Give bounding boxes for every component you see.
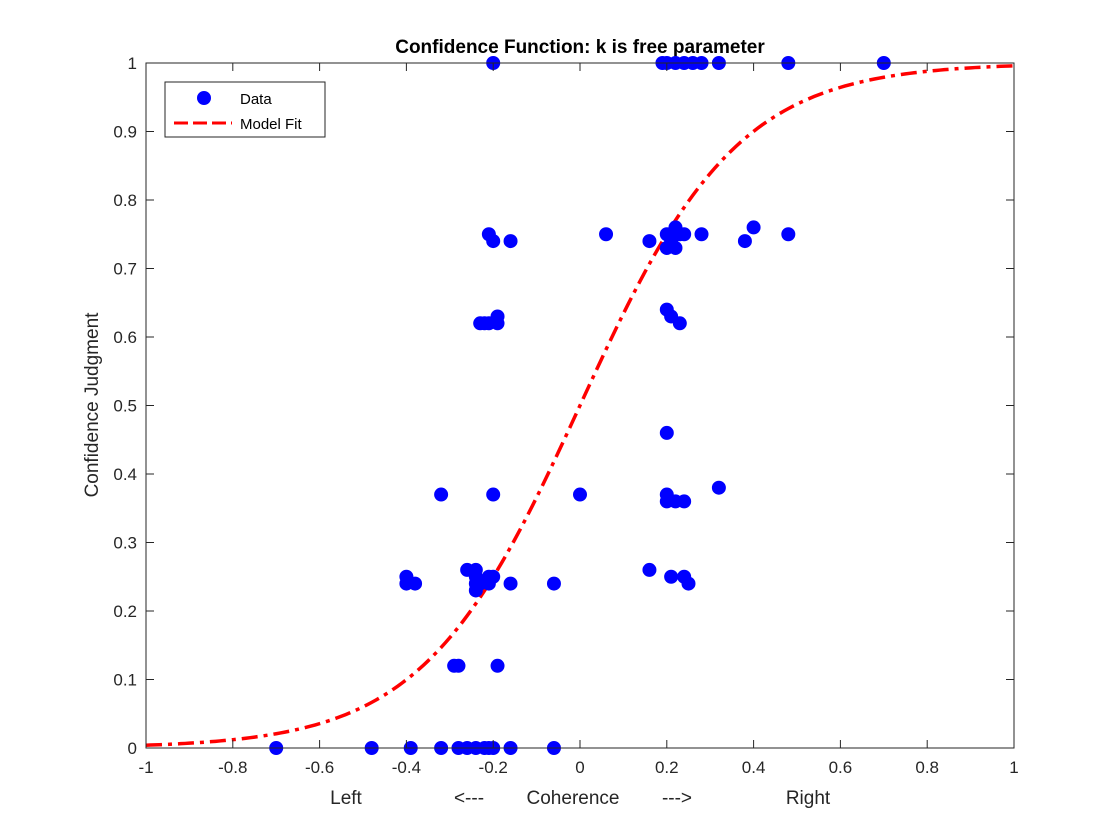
y-tick-label: 0.4 [113,465,137,484]
data-point [486,569,501,584]
y-tick-label: 0.6 [113,328,137,347]
data-point [694,227,709,242]
model-fit-line [145,64,1015,747]
y-tick-label: 0.9 [113,123,137,142]
x-tick-label: -0.4 [392,758,421,777]
legend-data-label: Data [240,91,272,108]
data-point [681,576,696,591]
x-tick-label: -0.6 [305,758,334,777]
model-fit-layer [145,64,1015,747]
y-tick-label: 0.8 [113,191,137,210]
data-point [486,487,501,502]
legend: Data Model Fit [164,81,326,138]
data-point [677,494,692,509]
legend-data-marker [197,91,211,105]
x-label-right-arrow: ---> [662,788,692,809]
x-tick-label: 0 [575,758,584,777]
data-point [642,234,657,249]
data-point [746,220,761,235]
data-point [659,425,674,440]
x-label-right: Right [786,788,831,809]
y-tick-label: 0.3 [113,534,137,553]
x-tick-label: 0.6 [829,758,853,777]
data-point [599,227,614,242]
data-point [546,576,561,591]
data-point [711,480,726,495]
x-ticks: -1 -0.8 -0.6 -0.4 -0.2 0 0.2 0.4 0.6 0.8 1 [138,63,1019,777]
y-tick-label: 0.7 [113,260,137,279]
x-tick-label: -0.2 [479,758,508,777]
x-tick-label: -1 [138,758,153,777]
y-tick-label: 0.1 [113,671,137,690]
data-point [503,234,518,249]
y-tick-label: 0.2 [113,602,137,621]
data-point [672,316,687,331]
data-point [486,234,501,249]
data-point [737,234,752,249]
y-axis-label: Confidence Judgment [82,312,103,498]
data-point [664,234,679,249]
y-tick-label: 1 [128,54,137,73]
y-ticks: 0 0.1 0.2 0.3 0.4 0.5 0.6 0.7 0.8 0.9 1 [113,54,1014,758]
x-axis-label: Left <--- Coherence ---> Right [330,788,831,809]
legend-box [164,81,326,138]
data-point [642,562,657,577]
data-point [781,227,796,242]
data-point [451,658,466,673]
legend-fit-label: Model Fit [240,116,303,133]
x-tick-label: 0.2 [655,758,679,777]
y-tick-label: 0.5 [113,397,137,416]
data-point [664,569,679,584]
data-point [490,309,505,324]
data-point [573,487,587,502]
x-tick-label: 0.8 [915,758,939,777]
data-point [503,576,518,591]
x-label-coherence: Coherence [527,788,620,809]
data-point [677,227,692,242]
x-label-left: Left [330,788,362,809]
data-point [408,576,423,591]
data-point [490,658,505,673]
x-tick-label: 1 [1009,758,1018,777]
data-point [434,487,449,502]
x-label-left-arrow: <--- [454,788,484,809]
y-tick-label: 0 [128,739,137,758]
chart-title: Confidence Function: k is free parameter [395,37,765,58]
x-tick-label: -0.8 [218,758,247,777]
x-tick-label: 0.4 [742,758,766,777]
